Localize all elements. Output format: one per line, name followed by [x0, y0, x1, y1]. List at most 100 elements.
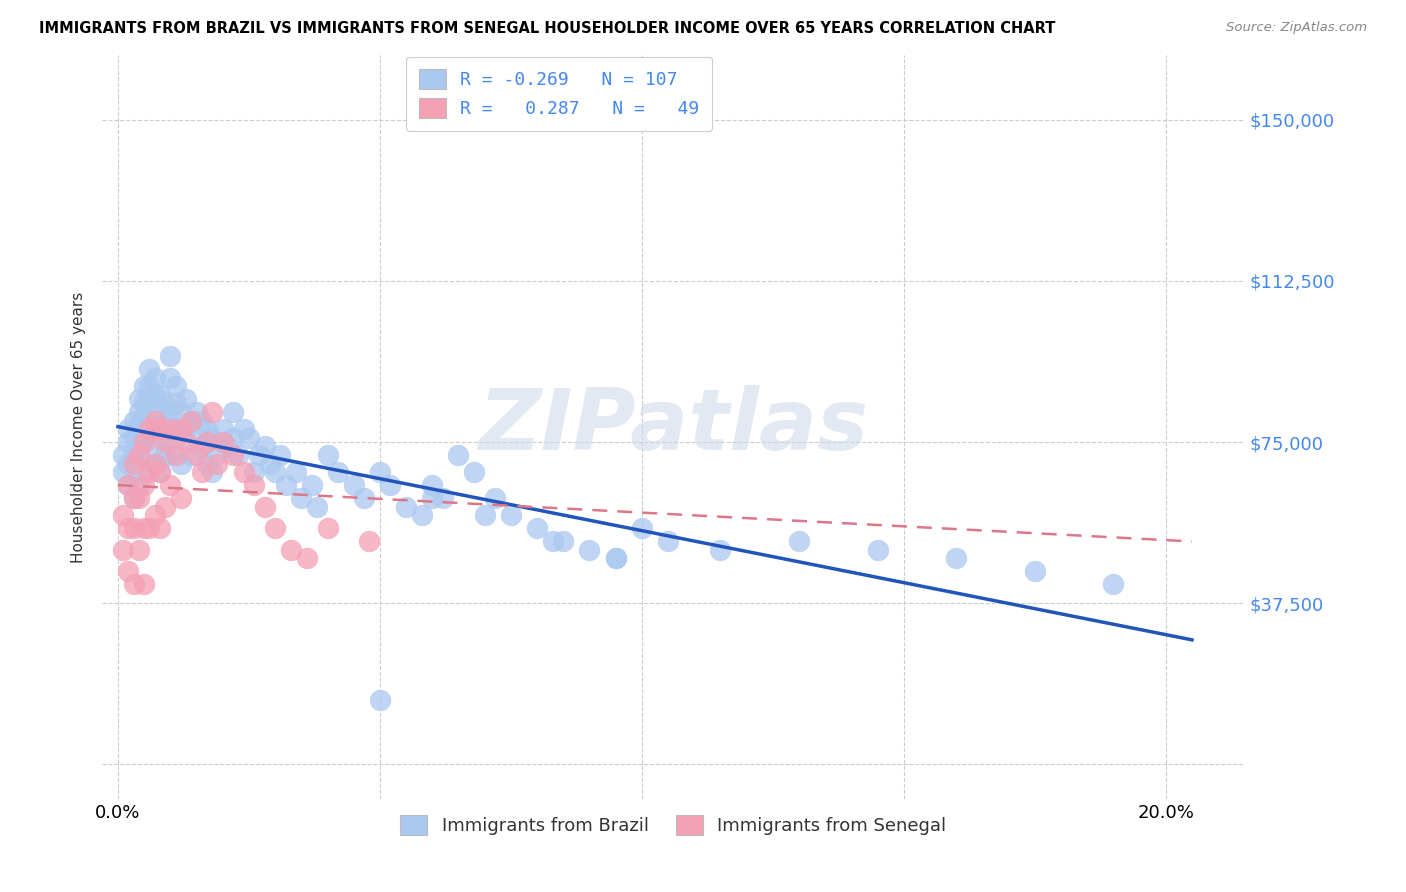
- Point: [631, 521, 654, 535]
- Point: [264, 521, 287, 535]
- Point: [174, 422, 197, 436]
- Point: [112, 465, 135, 479]
- Point: [159, 370, 181, 384]
- Point: [165, 431, 187, 445]
- Point: [243, 465, 266, 479]
- Point: [159, 349, 181, 363]
- Point: [605, 551, 627, 566]
- Point: [149, 431, 172, 445]
- Point: [243, 478, 266, 492]
- Point: [143, 457, 166, 471]
- Point: [143, 413, 166, 427]
- Point: [153, 435, 176, 450]
- Point: [112, 542, 135, 557]
- Point: [122, 577, 145, 591]
- Point: [149, 422, 172, 436]
- Point: [170, 422, 193, 436]
- Point: [190, 439, 212, 453]
- Point: [138, 379, 160, 393]
- Point: [159, 422, 181, 436]
- Point: [301, 478, 323, 492]
- Point: [117, 564, 139, 578]
- Point: [1024, 564, 1046, 578]
- Point: [359, 533, 381, 548]
- Point: [195, 457, 218, 471]
- Point: [134, 577, 156, 591]
- Point: [153, 396, 176, 410]
- Point: [170, 457, 193, 471]
- Point: [112, 508, 135, 522]
- Point: [343, 478, 366, 492]
- Point: [578, 542, 600, 557]
- Point: [170, 422, 193, 436]
- Point: [222, 448, 245, 462]
- Point: [165, 448, 187, 462]
- Point: [128, 439, 150, 453]
- Point: [326, 465, 349, 479]
- Point: [201, 465, 224, 479]
- Point: [280, 542, 302, 557]
- Point: [247, 448, 270, 462]
- Point: [264, 465, 287, 479]
- Point: [149, 388, 172, 402]
- Point: [134, 465, 156, 479]
- Point: [201, 405, 224, 419]
- Point: [134, 431, 156, 445]
- Point: [380, 478, 402, 492]
- Point: [211, 435, 233, 450]
- Point: [138, 465, 160, 479]
- Point: [657, 533, 679, 548]
- Point: [316, 448, 339, 462]
- Point: [368, 693, 391, 707]
- Point: [138, 521, 160, 535]
- Point: [122, 457, 145, 471]
- Point: [228, 448, 250, 462]
- Point: [122, 431, 145, 445]
- Point: [143, 508, 166, 522]
- Point: [117, 457, 139, 471]
- Point: [117, 521, 139, 535]
- Point: [180, 413, 202, 427]
- Point: [232, 422, 254, 436]
- Point: [411, 508, 433, 522]
- Point: [195, 435, 218, 450]
- Point: [128, 491, 150, 505]
- Point: [149, 521, 172, 535]
- Point: [134, 435, 156, 450]
- Point: [420, 491, 443, 505]
- Y-axis label: Householder Income Over 65 years: Householder Income Over 65 years: [72, 292, 86, 563]
- Point: [117, 478, 139, 492]
- Point: [159, 478, 181, 492]
- Legend: Immigrants from Brazil, Immigrants from Senegal: Immigrants from Brazil, Immigrants from …: [389, 804, 957, 846]
- Point: [186, 405, 208, 419]
- Point: [153, 500, 176, 514]
- Point: [186, 448, 208, 462]
- Point: [190, 465, 212, 479]
- Point: [165, 396, 187, 410]
- Point: [122, 491, 145, 505]
- Point: [305, 500, 328, 514]
- Point: [553, 533, 575, 548]
- Point: [149, 465, 172, 479]
- Point: [1102, 577, 1125, 591]
- Point: [285, 465, 308, 479]
- Point: [541, 533, 564, 548]
- Point: [149, 405, 172, 419]
- Point: [420, 478, 443, 492]
- Point: [253, 439, 276, 453]
- Point: [186, 431, 208, 445]
- Point: [207, 448, 229, 462]
- Point: [211, 422, 233, 436]
- Point: [474, 508, 496, 522]
- Point: [217, 439, 239, 453]
- Point: [117, 435, 139, 450]
- Point: [222, 431, 245, 445]
- Point: [143, 370, 166, 384]
- Point: [117, 422, 139, 436]
- Point: [353, 491, 375, 505]
- Point: [290, 491, 312, 505]
- Point: [195, 422, 218, 436]
- Point: [143, 457, 166, 471]
- Point: [207, 457, 229, 471]
- Point: [170, 405, 193, 419]
